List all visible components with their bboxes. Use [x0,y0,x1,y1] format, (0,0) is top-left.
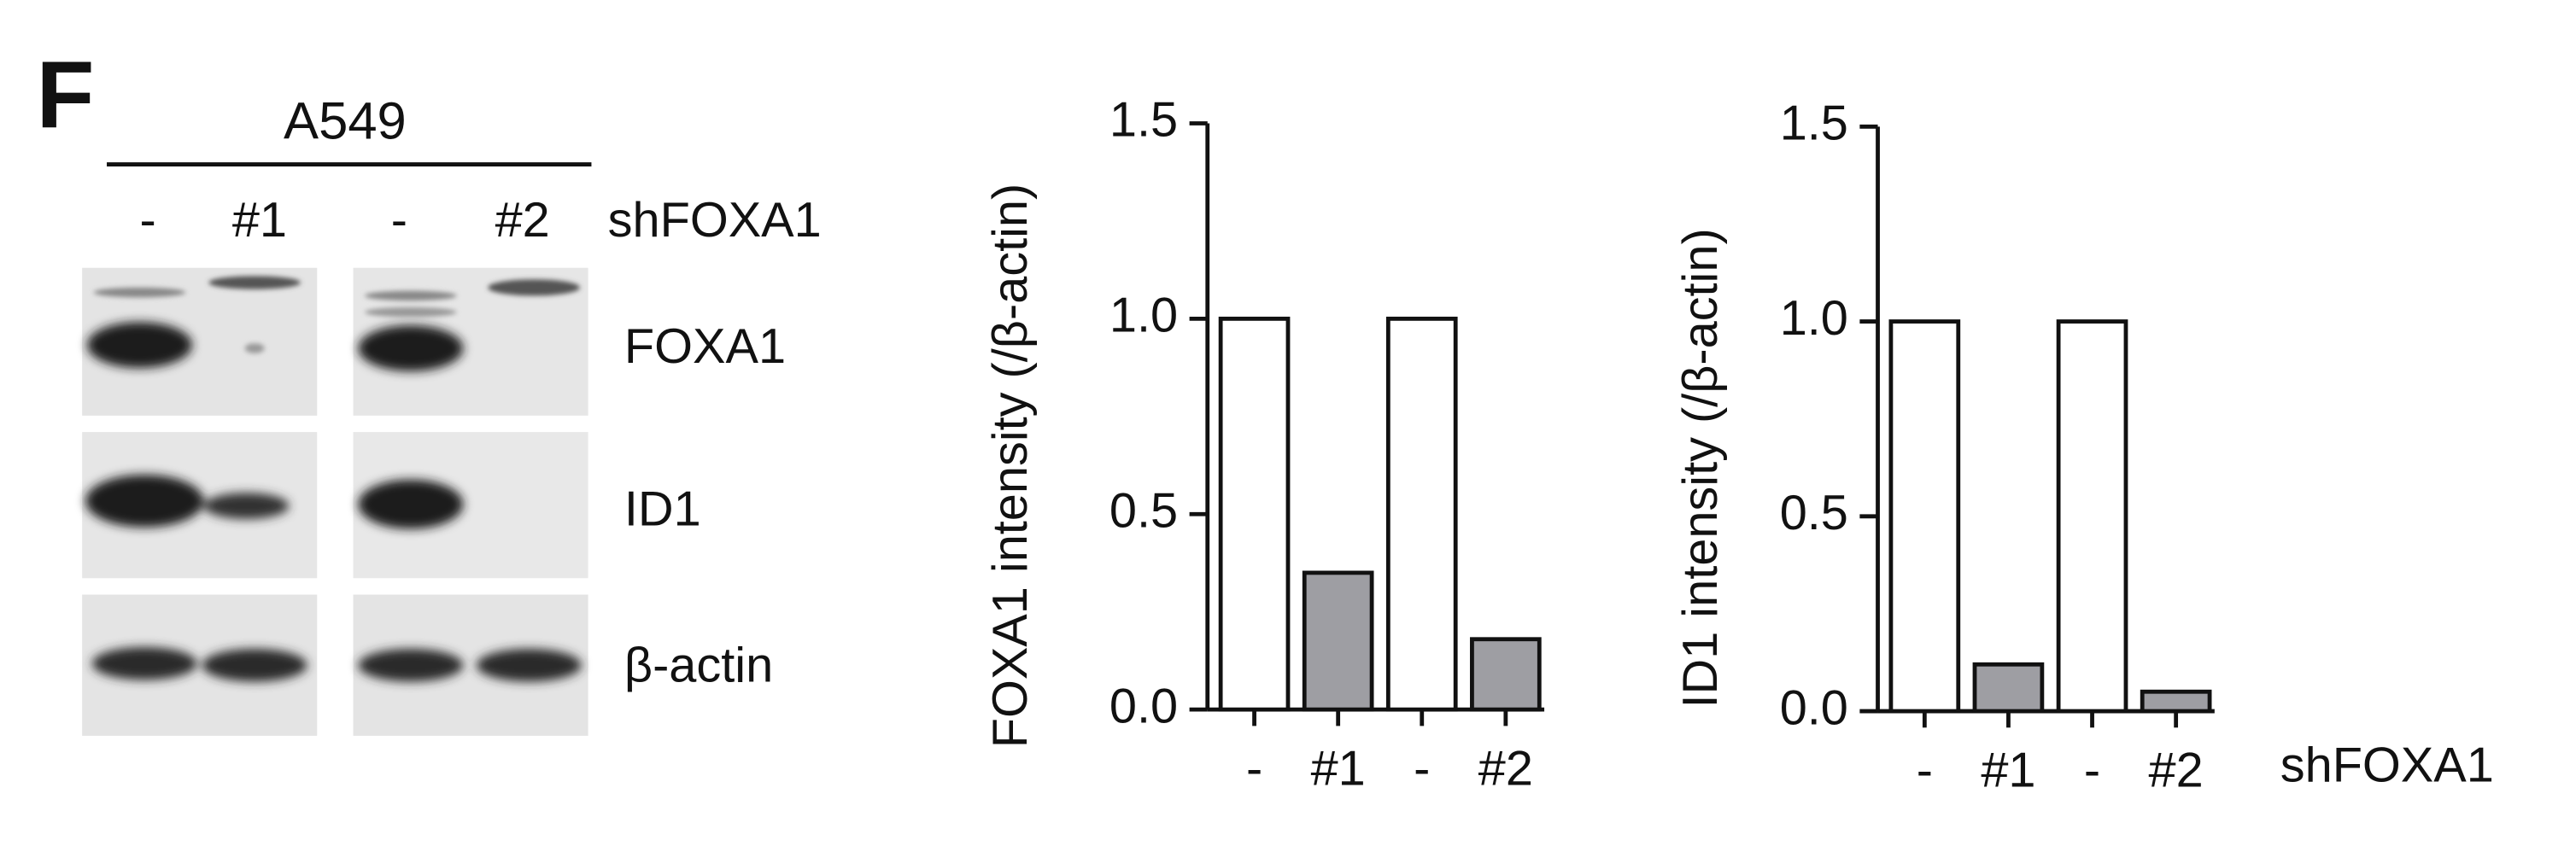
panel-label: F [36,41,94,148]
lane-label: #1 [232,193,287,248]
y-tick-label: 0.0 [1780,680,1848,735]
protein-label: FOXA1 [624,319,786,374]
y-tick-label: 0.5 [1780,486,1848,540]
x-tick-label: #2 [2149,743,2204,797]
y-tick-label: 1.5 [1780,96,1848,151]
x-tick-label: - [1414,741,1430,796]
x-tick-label: - [1246,741,1262,796]
cell-line: A549 [284,92,407,151]
y-tick-label: 1.0 [1780,291,1848,346]
y-axis-title: FOXA1 intensity (/β-actin) [983,184,1038,749]
bar [2140,689,2212,714]
lane-label: - [391,193,407,248]
protein-label: ID1 [624,482,701,537]
protein-label: β-actin [624,638,773,692]
blot-images [82,267,588,736]
x-tick-label: - [1917,743,1933,797]
x-tick-label: #2 [1478,741,1533,796]
bar [2056,319,2128,714]
bar [1218,316,1291,712]
bar [1888,319,1961,714]
lane-label: - [140,193,156,248]
condition-label: shFOXA1 [608,193,822,248]
y-tick-label: 0.0 [1109,679,1178,733]
lane-label: #2 [495,193,550,248]
x-tick-label: - [2084,743,2100,797]
y-tick-label: 1.5 [1109,93,1178,148]
bar [1385,316,1458,712]
x-axis-title: shFOXA1 [2280,738,2494,793]
bar [1302,570,1374,712]
x-tick-label: #1 [1981,743,2035,797]
y-tick-label: 0.5 [1109,483,1178,538]
y-tick-label: 1.0 [1109,289,1178,343]
x-tick-label: #1 [1311,741,1366,796]
y-axis-title: ID1 intensity (/β-actin) [1673,228,1728,708]
bar [1470,637,1542,712]
bar [1972,662,2045,714]
